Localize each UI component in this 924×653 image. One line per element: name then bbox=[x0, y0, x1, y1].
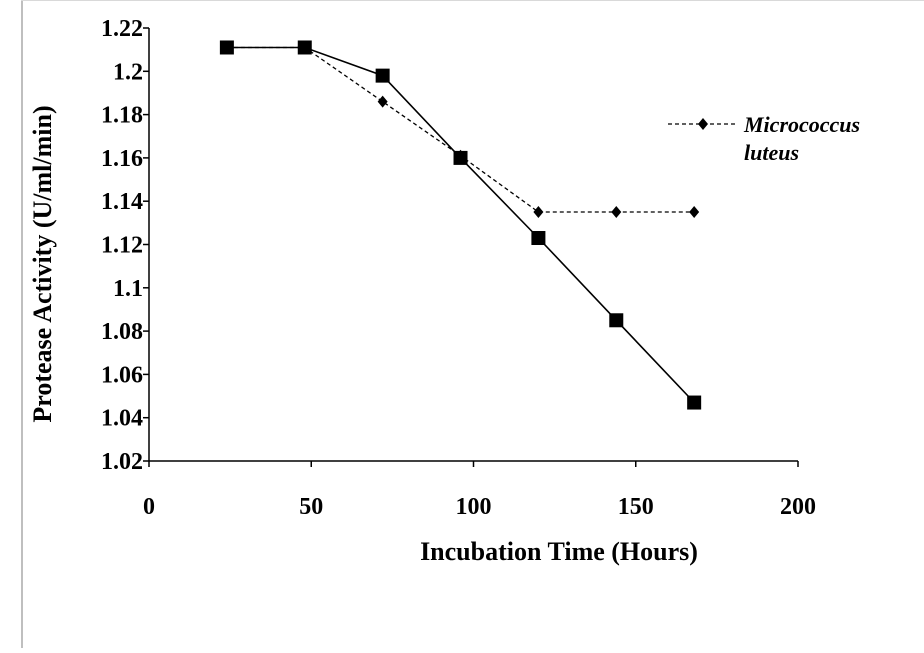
y-tick-label: 1.06 bbox=[101, 362, 143, 388]
data-point-square bbox=[687, 395, 702, 410]
data-point-square bbox=[531, 231, 546, 246]
y-tick-label: 1.16 bbox=[101, 146, 143, 172]
y-tick-label: 1.02 bbox=[101, 449, 143, 475]
x-axis-ticks: 0 50 100 150 200 bbox=[143, 461, 816, 520]
legend-label-line-1: Micrococcus bbox=[743, 112, 860, 137]
legend-label-line-2: luteus bbox=[744, 140, 799, 165]
y-tick-label: 1.18 bbox=[101, 103, 143, 129]
data-point-square bbox=[219, 40, 234, 55]
legend: Micrococcus luteus bbox=[668, 112, 860, 165]
data-point-square bbox=[453, 150, 468, 165]
data-point-diamond bbox=[533, 206, 544, 219]
x-tick-label: 150 bbox=[618, 494, 654, 520]
x-axis-title: Incubation Time (Hours) bbox=[420, 537, 698, 566]
y-tick-label: 1.22 bbox=[101, 16, 143, 42]
y-tick-label: 1.04 bbox=[101, 406, 143, 432]
legend-diamond-marker bbox=[698, 118, 708, 130]
y-tick-label: 1.08 bbox=[101, 319, 143, 345]
y-tick-label: 1.1 bbox=[113, 276, 143, 302]
series-micrococcus-luteus bbox=[221, 41, 700, 219]
data-point-diamond bbox=[377, 95, 388, 108]
x-tick-label: 50 bbox=[299, 494, 323, 520]
frame-top-border bbox=[21, 0, 924, 1]
y-tick-label: 1.12 bbox=[101, 233, 143, 259]
series-square-markers bbox=[219, 40, 702, 410]
data-point-diamond bbox=[611, 206, 622, 219]
y-axis-title: Protease Activity (U/ml/min) bbox=[28, 105, 57, 422]
data-point-square bbox=[609, 313, 624, 328]
y-tick-label: 1.14 bbox=[101, 189, 143, 215]
x-tick-label: 100 bbox=[456, 494, 492, 520]
series-line bbox=[226, 46, 695, 213]
data-point-diamond bbox=[689, 206, 700, 219]
y-axis-ticks: 1.02 1.04 1.06 1.08 1.1 1.12 1.14 1.16 1.18 1.2 1.… bbox=[101, 16, 149, 475]
data-point-square bbox=[297, 40, 312, 55]
x-tick-label: 200 bbox=[780, 494, 816, 520]
x-tick-label: 0 bbox=[143, 494, 155, 520]
y-tick-label: 1.2 bbox=[113, 59, 143, 85]
series-layer bbox=[219, 40, 702, 410]
series-line bbox=[226, 46, 695, 404]
data-point-square bbox=[375, 68, 390, 83]
frame-left-border bbox=[21, 0, 23, 648]
